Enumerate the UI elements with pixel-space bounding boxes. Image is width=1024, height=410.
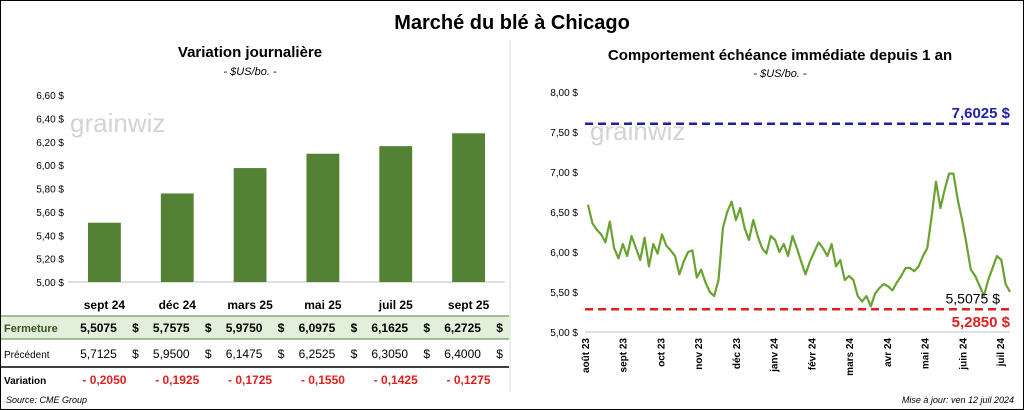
y-tick-label: 8,00 $ [550, 88, 578, 99]
y-tick-label: 5,80 $ [36, 185, 64, 196]
bar-chart-title: Variation journalière [177, 44, 323, 61]
bar [306, 153, 340, 282]
table-cell: - 0,1550 [301, 373, 345, 387]
table-currency: $ [351, 347, 358, 361]
bar [452, 133, 485, 282]
y-tick-label: 6,60 $ [36, 91, 64, 102]
bar [379, 146, 413, 282]
y-tick-label: 5,00 $ [550, 328, 578, 339]
line-chart-unit: - $US/bo. - [753, 68, 807, 80]
table-cell: 5,7575 [153, 321, 190, 335]
table-cell: 5,9500 [153, 347, 190, 361]
x-tick-label: déc 24 [159, 298, 197, 312]
watermark-logo: grainwiz [590, 116, 685, 146]
y-tick-label: 7,00 $ [550, 168, 578, 179]
table-cell: - 0,2050 [82, 373, 126, 387]
x-tick-label: mai 25 [304, 298, 342, 312]
table-currency: $ [278, 347, 285, 361]
x-tick-label: mai 24 [921, 338, 932, 370]
table-cell: 5,9750 [226, 321, 263, 335]
table-cell: 6,4000 [444, 347, 481, 361]
y-tick-label: 5,00 $ [36, 278, 64, 289]
table-currency: $ [496, 347, 503, 361]
price-line [586, 172, 1011, 308]
y-tick-label: 6,40 $ [36, 114, 64, 125]
table-cell: 5,5075 [80, 321, 117, 335]
table-currency: $ [205, 321, 212, 335]
x-tick-label: janv 24 [770, 338, 781, 373]
table-cell: - 0,1425 [374, 373, 418, 387]
watermark-logo: grainwiz [70, 108, 165, 138]
table-currency: $ [423, 347, 430, 361]
table-currency: $ [132, 321, 139, 335]
table-cell: - 0,1725 [228, 373, 272, 387]
update-note: Mise à jour: ven 12 juil 2024 [901, 395, 1014, 405]
x-tick-label: avr 24 [883, 338, 894, 367]
table-currency: $ [205, 347, 212, 361]
y-tick-label: 6,00 $ [36, 161, 64, 172]
x-tick-label: juil 24 [996, 338, 1007, 368]
table-currency: $ [351, 321, 358, 335]
x-tick-label: juin 24 [958, 338, 969, 371]
min-label: 5,2850 $ [952, 314, 1011, 331]
x-tick-label: juil 25 [378, 298, 413, 312]
table-cell: - 0,1275 [447, 373, 491, 387]
x-tick-label: mars 24 [845, 338, 856, 376]
table-row-label: Variation [4, 376, 46, 387]
bar [88, 222, 121, 282]
fermeture-row-bg [1, 316, 509, 339]
table-cell: 6,0975 [299, 321, 336, 335]
x-tick-label: nov 23 [694, 338, 705, 370]
bar [160, 193, 194, 282]
y-tick-label: 6,50 $ [550, 208, 578, 219]
table-cell: 6,2525 [299, 347, 336, 361]
y-tick-label: 7,50 $ [550, 128, 578, 139]
page-title: Marché du blé à Chicago [394, 12, 630, 34]
y-tick-label: 5,60 $ [36, 208, 64, 219]
x-tick-label: sept 24 [84, 298, 126, 312]
table-currency: $ [496, 321, 503, 335]
table-currency: $ [278, 321, 285, 335]
last-value-label: 5,5075 $ [946, 290, 1001, 306]
x-tick-label: mars 25 [227, 298, 273, 312]
bar-chart-unit: - $US/bo. - [223, 66, 277, 78]
table-cell: - 0,1925 [155, 373, 199, 387]
table-row-label: Fermeture [4, 323, 58, 335]
x-tick-label: août 23 [581, 338, 592, 373]
source-note: Source: CME Group [6, 395, 88, 405]
x-tick-label: sept 25 [448, 298, 490, 312]
max-label: 7,6025 $ [952, 105, 1011, 122]
table-cell: 6,2725 [444, 321, 481, 335]
table-cell: 6,3050 [371, 347, 408, 361]
y-tick-label: 6,00 $ [550, 248, 578, 259]
x-tick-label: déc 23 [732, 338, 743, 370]
table-cell: 6,1625 [371, 321, 408, 335]
line-chart-title: Comportement échéance immédiate depuis 1… [607, 47, 953, 64]
bar [233, 168, 267, 282]
y-tick-label: 5,40 $ [36, 231, 64, 242]
table-cell: 6,1475 [226, 347, 263, 361]
y-tick-label: 5,50 $ [550, 288, 578, 299]
x-tick-label: févr 24 [807, 338, 818, 371]
table-row-label: Précédent [4, 350, 50, 361]
table-currency: $ [132, 347, 139, 361]
x-tick-label: sept 23 [619, 338, 630, 373]
y-tick-label: 5,20 $ [36, 255, 64, 266]
x-tick-label: oct 23 [656, 338, 667, 367]
y-tick-label: 6,20 $ [36, 138, 64, 149]
table-cell: 5,7125 [80, 347, 117, 361]
table-currency: $ [423, 321, 430, 335]
